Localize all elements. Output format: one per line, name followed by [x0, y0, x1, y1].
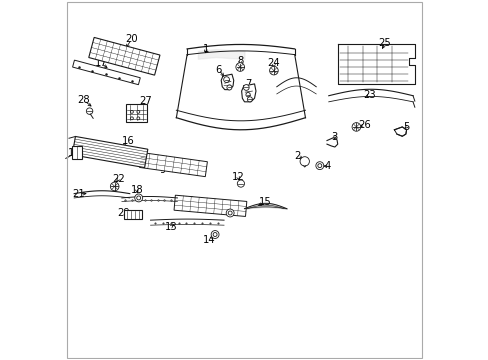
Circle shape: [228, 211, 232, 215]
Circle shape: [135, 194, 142, 202]
Text: 18: 18: [130, 185, 143, 195]
Polygon shape: [174, 195, 246, 216]
FancyBboxPatch shape: [72, 146, 82, 159]
Text: 24: 24: [267, 58, 280, 68]
Text: 19: 19: [68, 148, 81, 158]
Circle shape: [86, 108, 93, 114]
Text: 17: 17: [95, 58, 107, 68]
Circle shape: [110, 182, 119, 191]
Text: 29: 29: [117, 208, 129, 218]
Text: 3: 3: [331, 132, 337, 142]
Circle shape: [137, 111, 140, 113]
Circle shape: [235, 63, 244, 71]
Polygon shape: [139, 153, 207, 177]
Text: 15: 15: [258, 197, 271, 207]
Polygon shape: [72, 60, 140, 85]
Circle shape: [130, 117, 133, 120]
Text: 23: 23: [362, 90, 375, 100]
Text: 14: 14: [203, 235, 215, 245]
Circle shape: [247, 97, 252, 102]
Polygon shape: [221, 74, 233, 90]
Circle shape: [137, 117, 140, 120]
Circle shape: [317, 164, 321, 168]
Circle shape: [213, 233, 217, 237]
Text: 4: 4: [324, 161, 330, 171]
Circle shape: [243, 85, 249, 90]
Text: 12: 12: [231, 172, 244, 182]
Text: 13: 13: [164, 222, 177, 231]
Text: 16: 16: [122, 136, 134, 146]
Text: 26: 26: [358, 121, 370, 130]
Text: 2: 2: [294, 150, 300, 161]
Circle shape: [226, 85, 231, 90]
Circle shape: [315, 162, 323, 170]
Text: 11: 11: [219, 204, 232, 215]
Text: 27: 27: [139, 96, 152, 106]
Text: 7: 7: [244, 79, 251, 89]
Circle shape: [226, 209, 234, 217]
Circle shape: [223, 77, 229, 82]
Text: 25: 25: [378, 38, 391, 48]
Text: 5: 5: [403, 122, 409, 132]
Circle shape: [269, 66, 278, 75]
Text: 21: 21: [72, 189, 85, 199]
Circle shape: [351, 123, 360, 131]
Polygon shape: [241, 84, 255, 102]
Text: 10: 10: [182, 196, 195, 206]
Text: 28: 28: [78, 95, 90, 105]
Circle shape: [211, 230, 219, 238]
Circle shape: [245, 93, 250, 97]
Polygon shape: [72, 136, 147, 168]
Text: 1: 1: [202, 44, 208, 54]
Text: 8: 8: [237, 56, 243, 66]
Polygon shape: [337, 44, 414, 84]
Text: 9: 9: [159, 165, 165, 175]
Polygon shape: [89, 37, 160, 75]
FancyBboxPatch shape: [126, 104, 147, 122]
Circle shape: [137, 196, 141, 200]
Text: 6: 6: [215, 64, 222, 75]
Circle shape: [130, 111, 133, 113]
Text: 20: 20: [125, 35, 138, 44]
Circle shape: [237, 180, 244, 187]
Circle shape: [300, 157, 309, 166]
Text: 22: 22: [112, 174, 124, 184]
FancyBboxPatch shape: [124, 210, 142, 220]
